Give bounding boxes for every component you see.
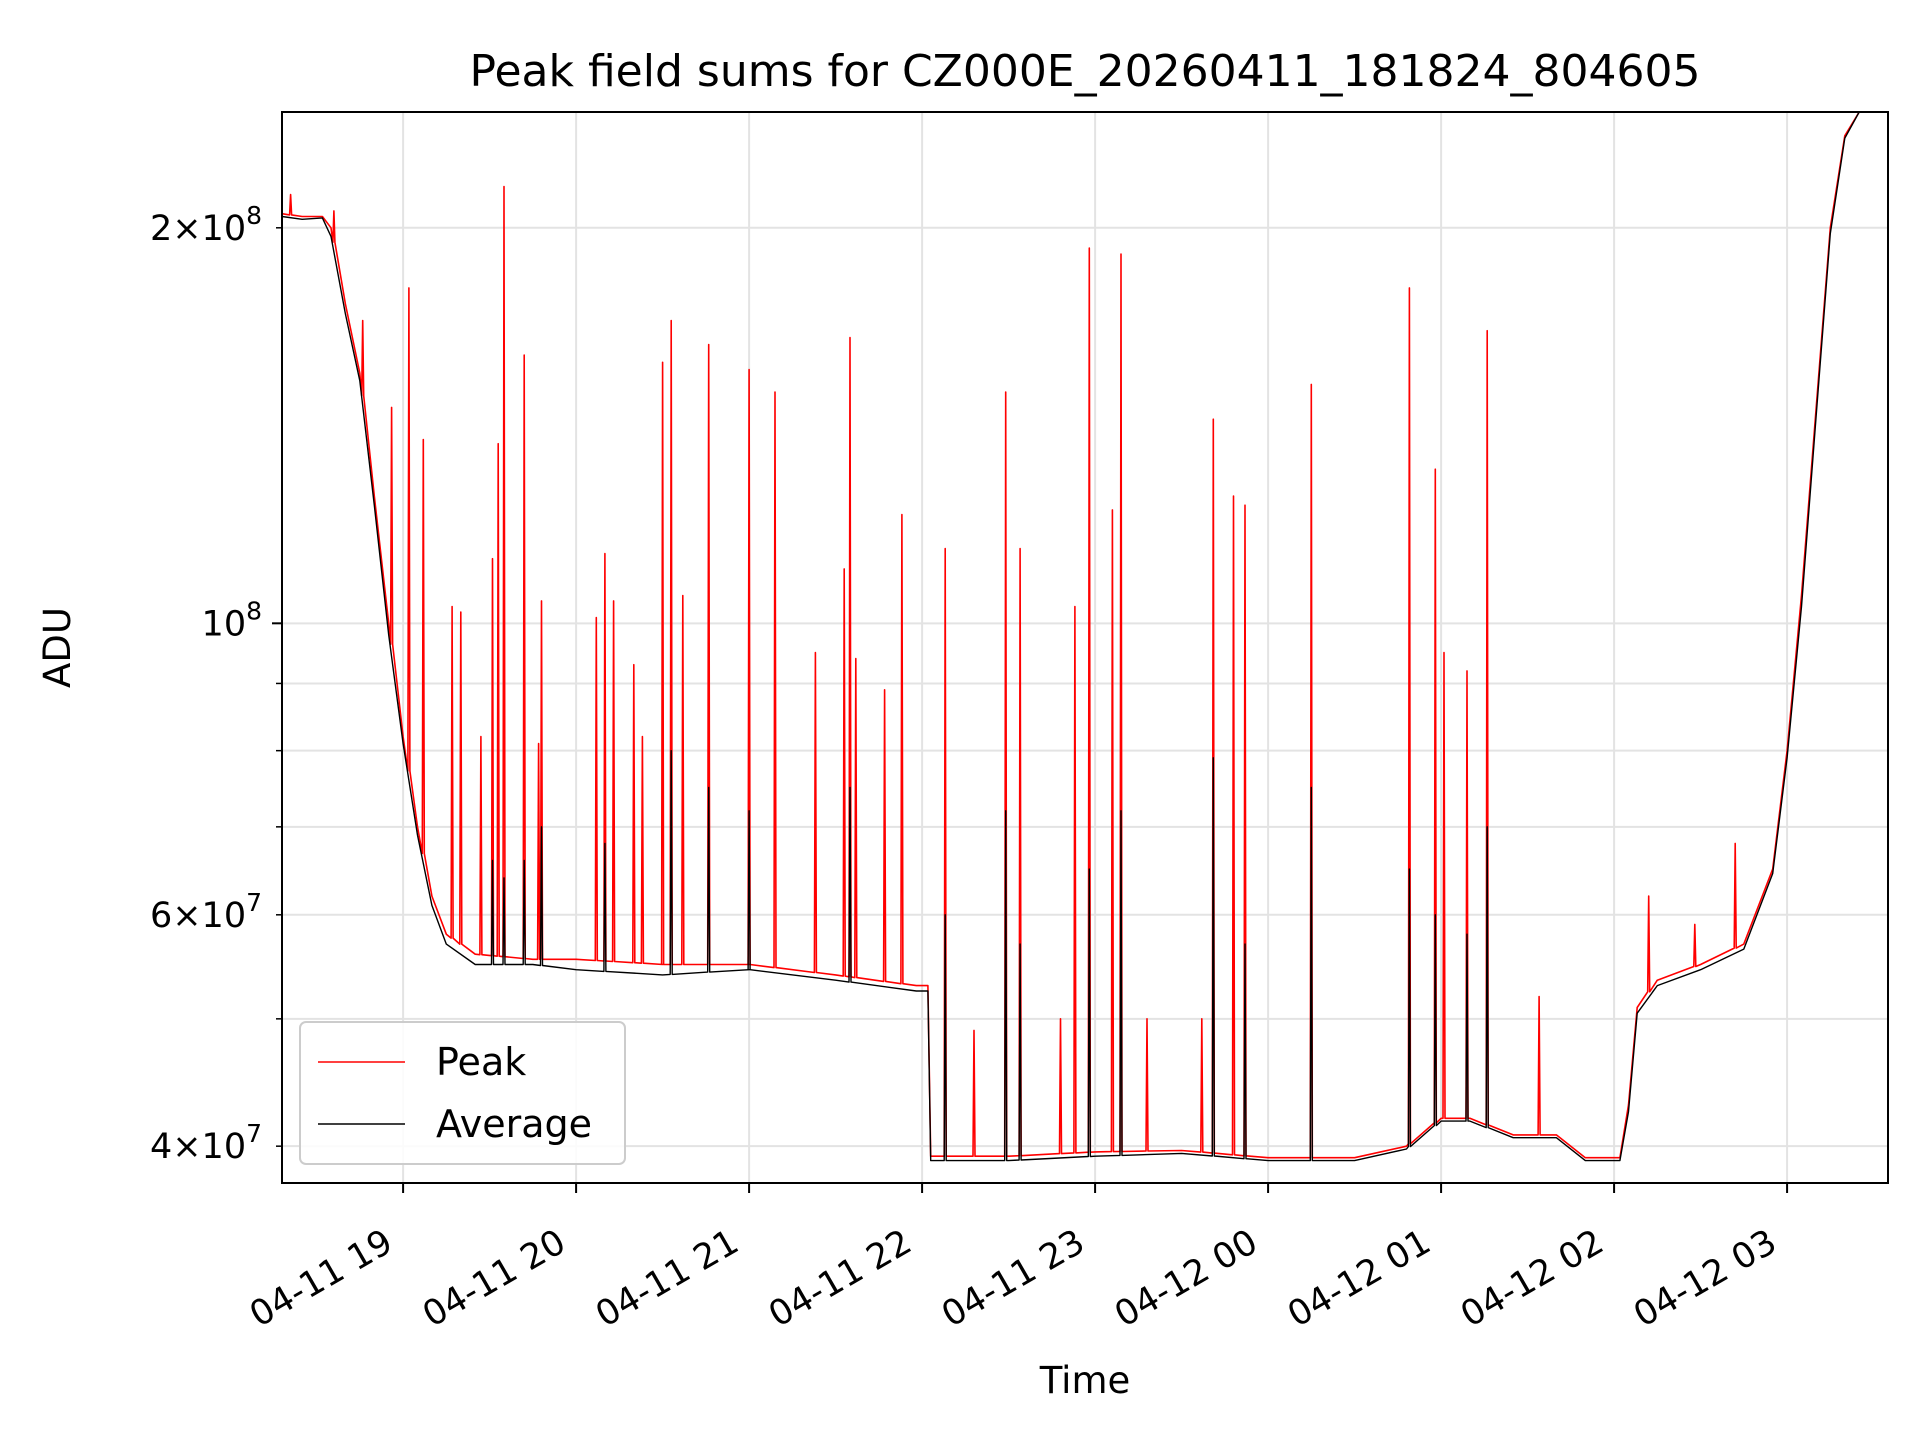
- legend-label-peak: Peak: [436, 1040, 526, 1084]
- y-tick-label-base: 6×10: [150, 896, 246, 936]
- series-line-peak: [281, 111, 1888, 1159]
- y-tick-label: 4×107: [150, 1119, 262, 1167]
- x-axis-label: Time: [1039, 1359, 1131, 1402]
- y-tick-label: 6×107: [150, 888, 262, 936]
- y-tick-label-exponent: 8: [246, 201, 262, 230]
- y-tick-label-exponent: 7: [246, 888, 262, 917]
- y-tick-label-base: 10: [202, 604, 247, 644]
- y-tick-label: 108: [202, 596, 262, 644]
- y-axis-label: ADU: [36, 607, 79, 688]
- y-tick-label: 2×108: [150, 201, 262, 249]
- y-tick-label-exponent: 7: [246, 1119, 262, 1148]
- legend: Peak Average: [299, 1021, 626, 1165]
- y-tick-label-base: 2×10: [150, 209, 246, 249]
- series-line-average: [281, 111, 1888, 1162]
- y-tick-label-base: 4×10: [150, 1127, 246, 1167]
- y-tick-label-exponent: 8: [246, 596, 262, 625]
- chart-title: Peak field sums for CZ000E_20260411_1818…: [470, 46, 1701, 97]
- series-layer: [281, 111, 1888, 1162]
- legend-box: [299, 1021, 626, 1165]
- legend-label-average: Average: [436, 1102, 592, 1146]
- plot-frame: [281, 111, 1889, 1184]
